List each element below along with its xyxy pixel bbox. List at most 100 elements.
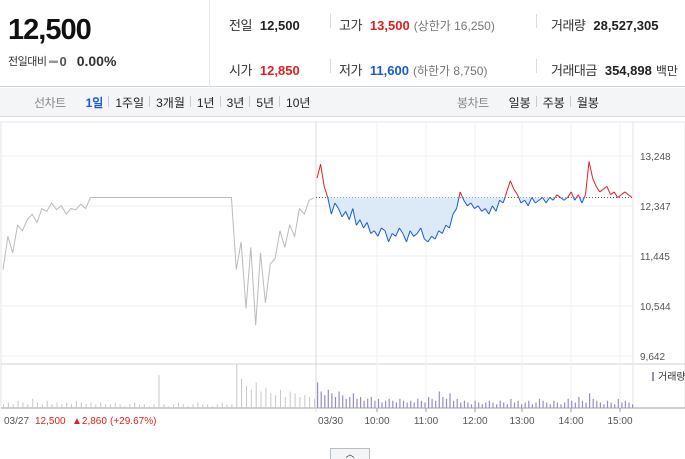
today-price-segment [484,208,490,215]
today-price-segment [327,197,332,215]
today-volume-bar [456,398,458,408]
today-price-segment [599,188,604,193]
today-price-segment [579,197,583,204]
tab-weekly[interactable]: 주봉 [535,94,571,111]
today-price-segment [431,235,436,240]
today-price-segment [606,186,611,195]
today-volume-bar [413,402,415,408]
prev-day-date: 03/27 [4,416,29,427]
today-volume-bar [356,398,358,408]
stat-value: 11,600 [369,63,409,78]
today-price-segment [458,191,461,198]
tab-monthly[interactable]: 월봉 [569,94,605,111]
tab-3y[interactable]: 3년 [219,94,251,111]
tab-10y[interactable]: 10년 [279,94,316,111]
prev-volume-bar [173,404,175,408]
volume-bars [3,364,634,408]
today-price-segment [603,185,608,190]
prev-volume-bar [22,402,24,408]
stat-label: 저가 [339,63,362,78]
prev-volume-bar [3,404,4,408]
today-volume-bar [531,404,533,408]
tab-1w[interactable]: 1주일 [108,94,150,111]
today-price-segment [518,197,522,204]
collapse-chart-button[interactable]: ︿ [330,448,370,459]
today-price-segment [420,227,425,240]
prev-volume-bar [246,386,247,408]
today-volume-bar [521,404,523,408]
today-volume-bar [503,402,505,408]
prev-volume-bar [314,398,315,408]
change-row: 전일대비 0 0.00% [8,53,116,69]
today-price-segment [338,208,343,218]
prev-volume-bar [182,404,184,408]
prev-volume-bar [226,404,228,408]
today-volume-bar [592,398,594,408]
today-price-segment [398,227,404,234]
today-price-segment [413,233,418,237]
prev-volume-bar [270,393,272,408]
today-price-segment [554,194,558,198]
prev-volume-bar [41,404,43,408]
today-volume-bar [528,400,530,408]
today-volume-bar [345,398,347,408]
today-price-segment [595,186,601,193]
today-price-segment [438,230,443,234]
today-price-segment [384,230,390,243]
prev-volume-bar [46,400,48,408]
today-price-segment [577,194,580,198]
today-volume-bar [377,398,380,408]
chart-axes: 13,248 12,347 11,445 10,544 9,642 10:00 11:00 1… [364,152,671,427]
stat-label: 시가 [229,63,252,78]
today-volume-bar [628,402,630,408]
today-volume-bar [320,391,322,408]
today-price-segment [470,202,475,209]
chart-frame [0,121,685,409]
below-reference-fill [317,197,632,242]
stat-prev-close: 전일 12,500 [229,15,300,34]
lower-limit-note: (하한가 8,750) [412,64,488,78]
today-volume-bar [428,397,430,408]
today-volume-bar [581,400,584,408]
today-price-segment [320,164,325,187]
candle-chart-tabs: 봉차트 일봉 주봉 월봉 [457,88,605,117]
stat-label: 고가 [339,18,362,33]
today-volume-bar [342,395,344,408]
below-reference-area [317,197,632,242]
intraday-price-chart[interactable]: 13,248 12,347 11,445 10,544 9,642 10:00 11:00 1… [0,118,685,448]
today-volume-bar [410,400,412,408]
today-volume-bar [317,382,319,408]
today-volume-bar [517,400,519,408]
today-price-segment [538,197,543,201]
prev-volume-bar [139,404,141,408]
prev-volume-bar [100,402,102,408]
today-volume-bar [338,391,340,408]
tab-5y[interactable]: 5년 [249,94,280,111]
tab-1y[interactable]: 1년 [189,94,221,111]
today-price-segment [570,191,574,198]
today-price-segment [624,191,629,196]
prev-volume-bar [304,395,306,408]
change-label: 전일대비 [8,56,47,68]
prev-volume-bar [241,378,243,408]
prev-volume-bar [289,391,291,408]
today-volume-bar [334,397,337,408]
today-volume-bar [496,404,498,408]
today-price-segment [560,197,565,201]
today-price-segment [477,205,483,212]
prev-volume-bar [250,389,252,408]
tab-1d[interactable]: 1일 [85,96,104,110]
tab-daily[interactable]: 일봉 [508,96,531,110]
y-tick-label: 11,445 [640,252,670,263]
prev-volume-bar [187,406,189,408]
today-volume-bar [617,398,619,408]
chart-grid [0,121,685,412]
prev-volume-bar [280,389,281,408]
today-price-segment [402,233,407,243]
stat-unit: 백만 [655,64,678,78]
tab-3m[interactable]: 3개월 [149,94,191,111]
today-volume-bar [435,400,437,408]
today-volume-bar [488,400,490,408]
volume-legend-swatch [652,372,654,381]
